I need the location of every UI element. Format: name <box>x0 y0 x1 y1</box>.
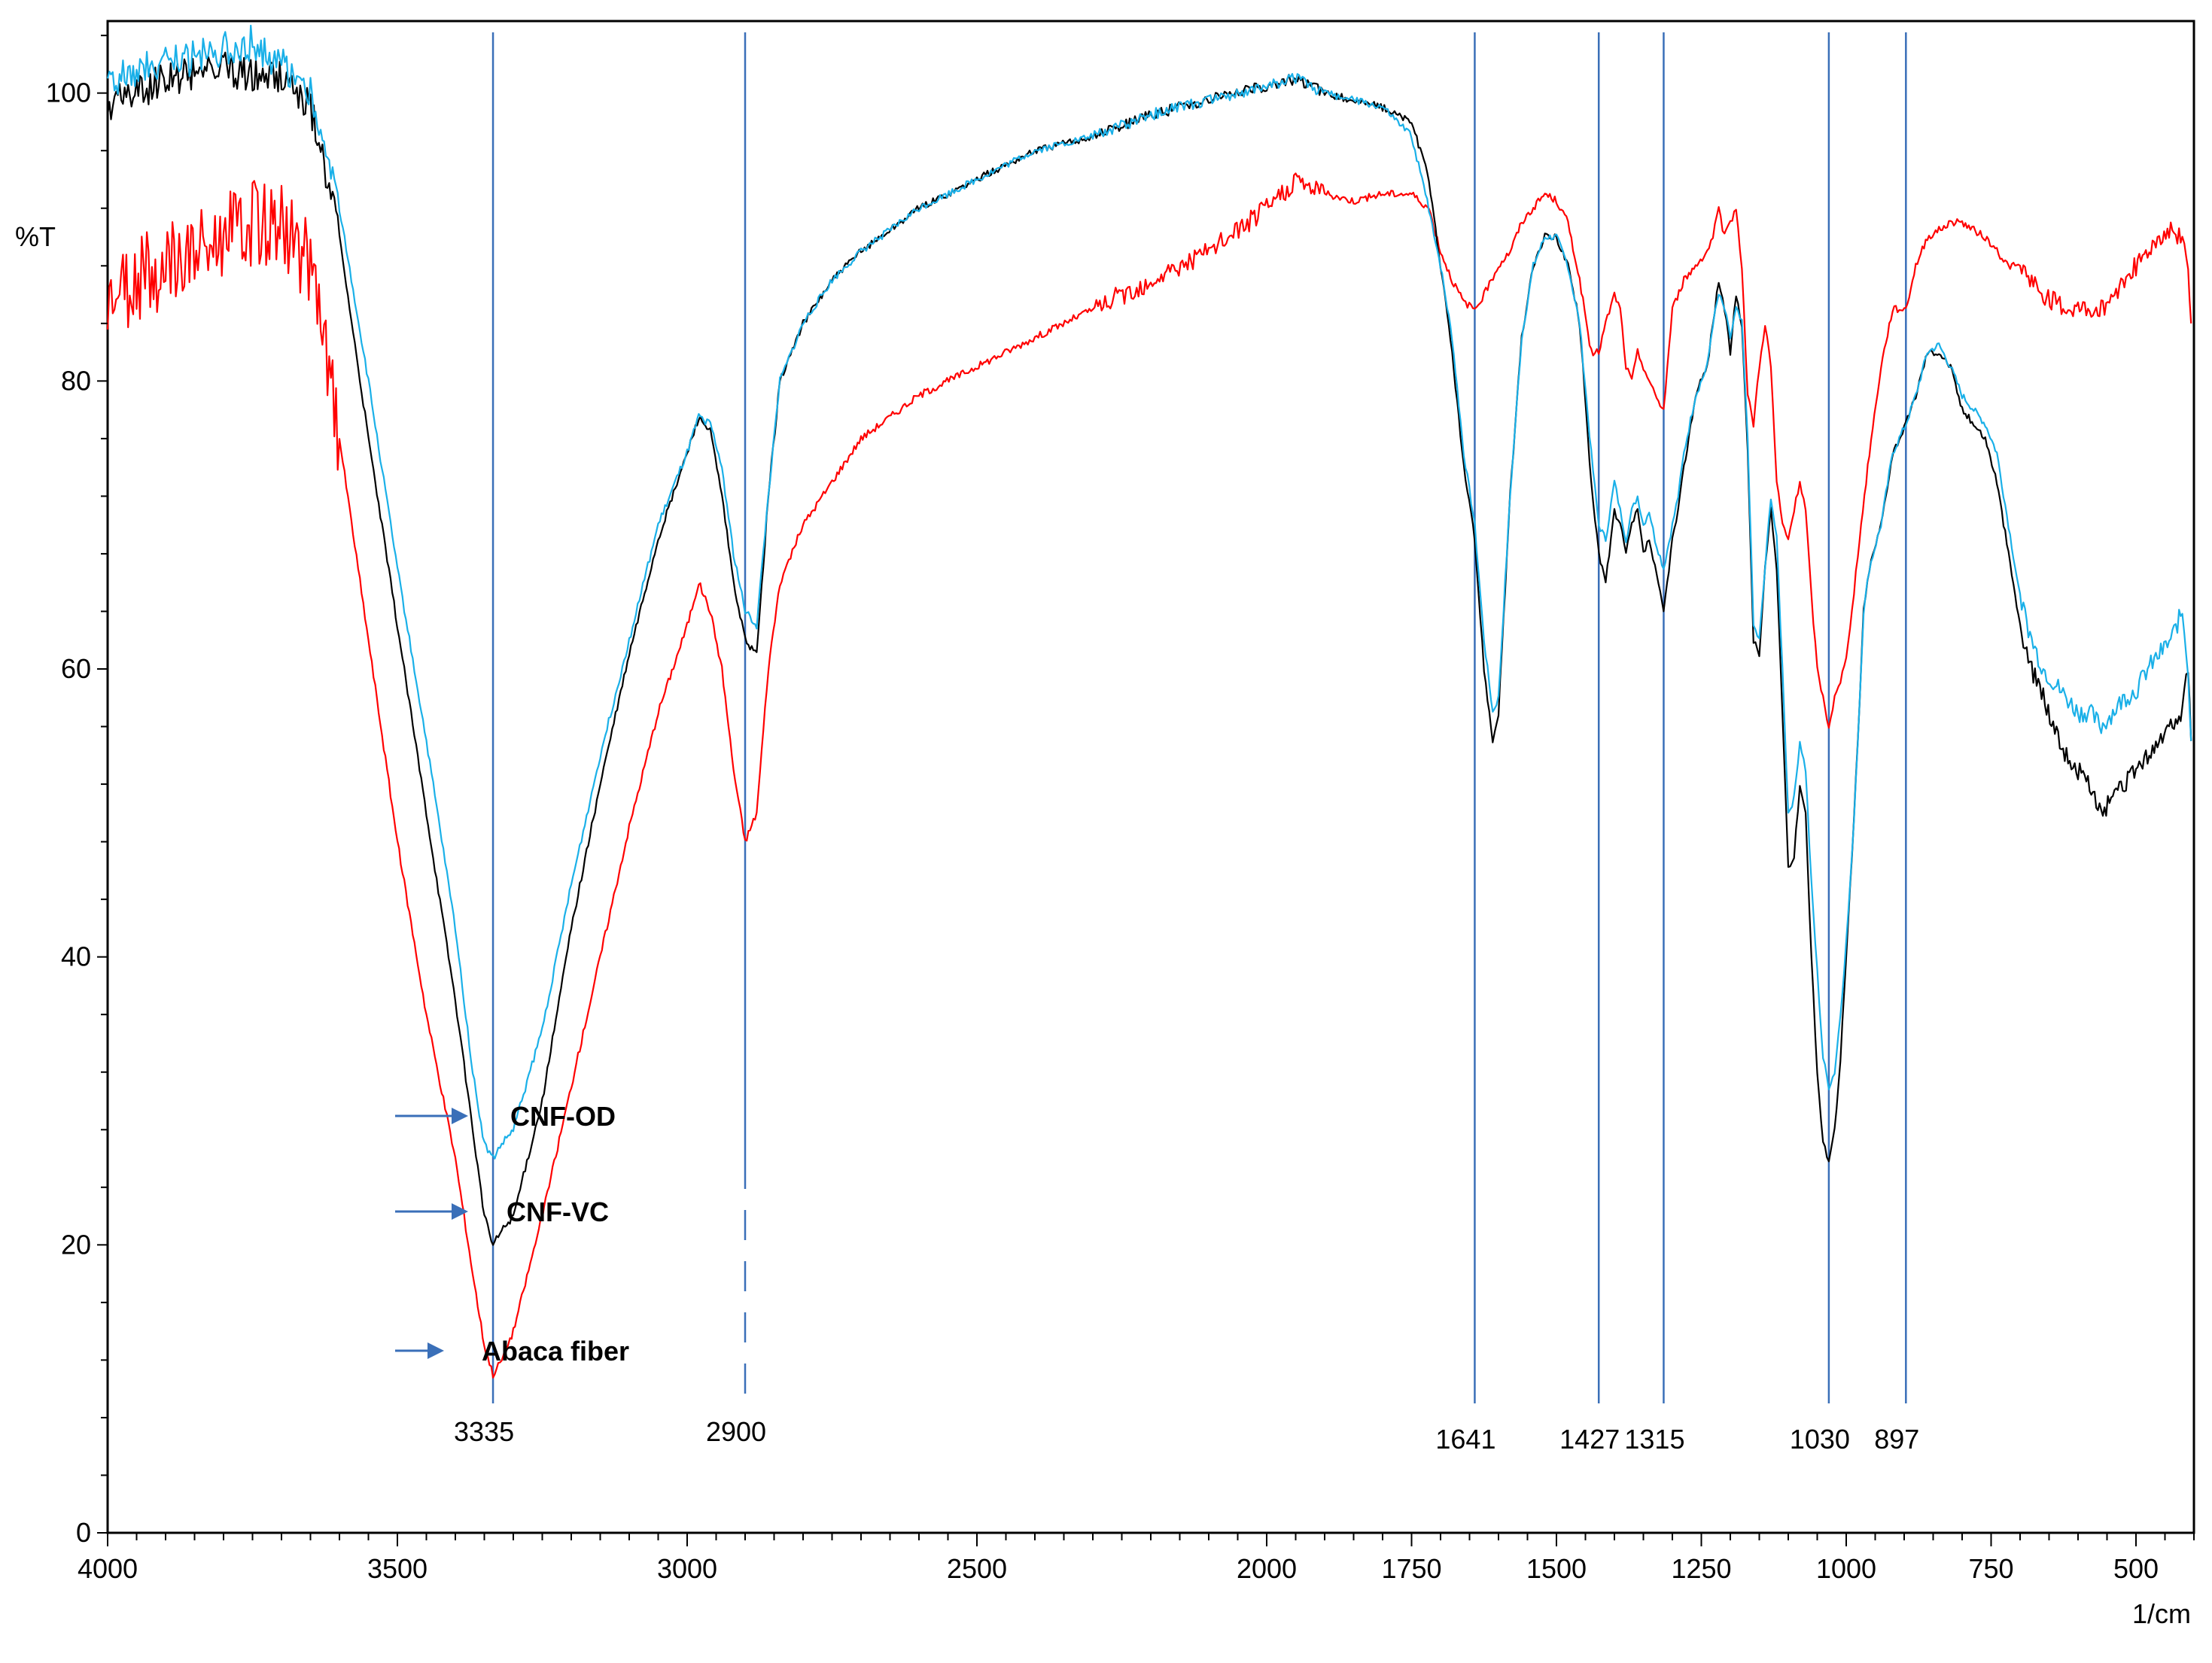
x-axis-label: 1/cm <box>2132 1598 2191 1629</box>
annotation-label: 1030 <box>1790 1424 1850 1455</box>
series-line-abaca-fiber <box>106 172 2192 1379</box>
y-axis-label: %T <box>15 221 56 252</box>
x-tick-label: 2000 <box>1237 1553 1297 1584</box>
y-tick-label: 20 <box>61 1229 91 1260</box>
x-tick-label: 1750 <box>1381 1553 1441 1584</box>
annotation-label: 1315 <box>1624 1424 1684 1455</box>
x-tick-label: 500 <box>2113 1553 2159 1584</box>
x-tick-label: 750 <box>1968 1553 2013 1584</box>
series-lines <box>106 24 2192 1379</box>
axes: 0 20 40 60 80 100 4000 3500 3000 2500 2000 1750 1500… <box>46 35 2195 1584</box>
annotation-label: 1427 <box>1559 1424 1620 1455</box>
x-tick-label: 1000 <box>1816 1553 1876 1584</box>
y-tick-label: 0 <box>76 1517 91 1548</box>
x-tick-label: 2500 <box>947 1553 1007 1584</box>
y-tick-label: 60 <box>61 653 91 684</box>
legend-label: CNF-VC <box>507 1196 609 1227</box>
annotation-label: 1641 <box>1435 1424 1495 1455</box>
x-tick-label: 3500 <box>367 1553 427 1584</box>
x-tick-label: 3000 <box>657 1553 717 1584</box>
legend-arrow-head <box>452 1108 468 1124</box>
y-tick-label: 40 <box>61 941 91 972</box>
y-tick-label: 100 <box>46 78 91 108</box>
x-tick-label: 4000 <box>78 1553 138 1584</box>
legend-label: CNF-OD <box>510 1101 616 1132</box>
x-tick-label: 1500 <box>1526 1553 1587 1584</box>
legend-label: Abaca fiber <box>482 1336 629 1367</box>
x-tick-label: 1250 <box>1671 1553 1731 1584</box>
series-line-cnf-od <box>106 24 2192 1160</box>
annotation-label: 3335 <box>454 1416 514 1447</box>
legend-arrow-head <box>452 1203 468 1220</box>
annotation-label: 897 <box>1874 1424 1919 1455</box>
y-tick-label: 80 <box>61 365 91 396</box>
annotation-label: 2900 <box>706 1416 766 1447</box>
annotation-lines: 3335 2900 1641 1427 1315 1030 897 <box>454 32 1919 1455</box>
legend-arrow-head <box>427 1342 444 1359</box>
legend: CNF-OD CNF-VC Abaca fiber <box>395 1101 629 1367</box>
